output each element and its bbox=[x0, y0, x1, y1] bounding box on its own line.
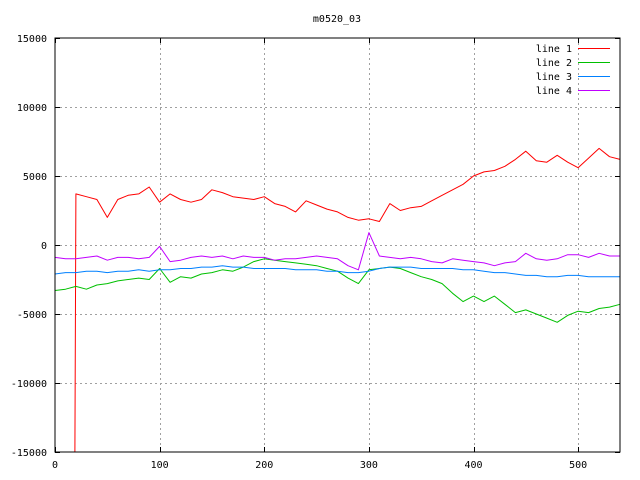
chart-title: m0520_03 bbox=[313, 14, 361, 25]
x-tick-label: 500 bbox=[569, 460, 587, 471]
legend-label: line 4 bbox=[536, 86, 572, 97]
x-tick-label: 400 bbox=[464, 460, 482, 471]
y-tick-label: 5000 bbox=[23, 172, 47, 183]
series-line-3 bbox=[54, 265, 620, 278]
x-tick-label: 300 bbox=[360, 460, 378, 471]
legend-label: line 1 bbox=[536, 44, 572, 55]
series-group bbox=[54, 147, 621, 453]
x-tick-label: 200 bbox=[255, 460, 273, 471]
y-tick-label: 0 bbox=[41, 241, 47, 252]
legend-label: line 3 bbox=[536, 72, 572, 83]
legend-label: line 2 bbox=[536, 58, 572, 69]
grid bbox=[55, 38, 620, 452]
y-tick-label: -15000 bbox=[11, 448, 47, 459]
x-tick-label: 100 bbox=[151, 460, 169, 471]
y-tick-label: 10000 bbox=[17, 103, 47, 114]
legend: line 1 line 2 line 3 line 4 bbox=[536, 44, 610, 97]
y-tick-label: -10000 bbox=[11, 379, 47, 390]
series-line-1 bbox=[74, 147, 621, 453]
y-tick-label: -5000 bbox=[17, 310, 47, 321]
y-tick-label: 15000 bbox=[17, 34, 47, 45]
series-line-4 bbox=[54, 232, 620, 271]
x-tick-label: 0 bbox=[52, 460, 58, 471]
axis-ticks: 0 100 200 300 400 500 -15000 -10000 -5000 0 5000 10… bbox=[11, 34, 620, 471]
